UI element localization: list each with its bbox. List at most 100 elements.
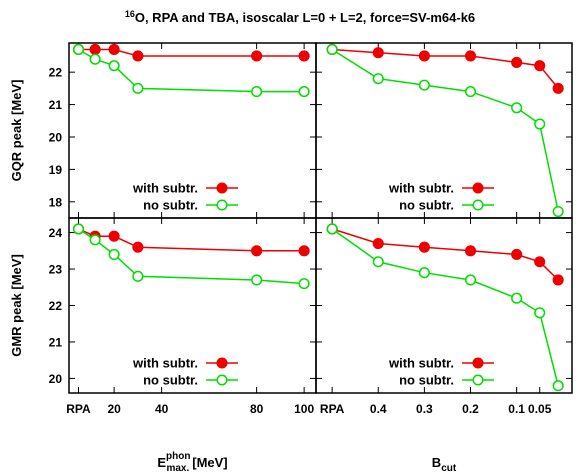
data-point-without (464, 86, 477, 98)
y-tick-label: 22 (49, 299, 63, 313)
data-point-with (108, 43, 120, 56)
data-point-without (552, 205, 564, 218)
x-axis-label-unit: [MeV] (192, 455, 227, 470)
data-point-without (89, 234, 101, 246)
y-tick-label: 20 (49, 130, 63, 144)
y-tick-label: 24 (49, 226, 63, 240)
legend-marker-with (472, 182, 484, 194)
y-tick-label: 20 (49, 372, 63, 386)
chart-title: 16O, RPA and TBA, isoscalar L=0 + L=2, f… (125, 9, 475, 25)
x-axis-label: Ephon max. [MeV] (157, 451, 227, 474)
title-superscript: 16 (125, 9, 135, 19)
data-point-without (534, 307, 546, 319)
y-tick-label: 23 (49, 263, 63, 277)
data-point-with (511, 56, 523, 68)
x-tick-label: 0.3 (416, 402, 433, 416)
legend-marker-without (216, 199, 228, 211)
panel-top-right: with subtr. no subtr. (315, 42, 573, 219)
legend-label-with: with subtr. (388, 181, 454, 196)
x-tick-label: 80 (250, 402, 264, 416)
legend-label-without: no subtr. (399, 198, 454, 213)
x-axis-label-main: E (157, 455, 166, 470)
data-point-with (534, 256, 546, 268)
y-tick-label: 19 (49, 163, 63, 177)
y-tick-label: 22 (49, 66, 63, 80)
data-point-without (89, 53, 101, 65)
panel-bottom-right: RPA 0.4 0.3 0.2 0.1 0.05 with subtr. no subtr. B… (315, 217, 573, 474)
legend-label-without: no subtr. (143, 198, 198, 213)
data-point-with (89, 43, 101, 56)
x-axis-label: Bcut (432, 455, 457, 474)
data-point-with (464, 245, 477, 257)
legend-label-with: with subtr. (388, 356, 454, 371)
legend-marker-without (472, 199, 484, 211)
legend-label-without: no subtr. (143, 373, 198, 388)
data-point-without (108, 248, 120, 261)
x-tick-label: 0.05 (528, 402, 552, 416)
data-point-without (326, 43, 338, 56)
x-tick-label: 0.4 (370, 402, 387, 416)
data-point-with (251, 245, 263, 257)
x-axis-label-main: B (432, 455, 441, 470)
y-tick-label: 21 (49, 98, 63, 112)
x-tick-label: 100 (294, 402, 314, 416)
data-point-without (72, 223, 85, 235)
data-point-with (372, 237, 384, 250)
data-point-with (132, 241, 144, 253)
legend-marker-without (216, 374, 228, 386)
data-point-with (552, 82, 564, 94)
data-point-with (298, 50, 310, 62)
series-line-with (331, 228, 559, 281)
x-tick-label: RPA (320, 402, 345, 416)
data-point-without (511, 292, 523, 304)
data-point-with (511, 248, 523, 261)
data-point-with (108, 230, 120, 242)
panel-bottom-left: 20 21 22 23 24 RPA 20 40 80 100 GMR peak [MeV] with… (9, 217, 317, 474)
data-point-without (251, 86, 263, 98)
data-point-without (418, 79, 430, 91)
data-point-with (418, 50, 430, 62)
data-point-without (298, 278, 310, 290)
data-point-without (108, 60, 120, 72)
data-point-with (534, 60, 546, 72)
data-point-with (464, 50, 477, 62)
legend-marker-with (216, 182, 228, 194)
x-tick-label: 20 (107, 402, 121, 416)
x-axis-label-sub: cut (441, 463, 457, 474)
data-point-with (418, 241, 430, 253)
data-point-with (251, 50, 263, 62)
legend-marker-with (216, 357, 228, 369)
x-axis-label-sup: phon (166, 451, 190, 462)
legend-label-with: with subtr. (132, 356, 198, 371)
data-point-with (372, 47, 384, 59)
data-point-without (298, 86, 310, 98)
legend-marker-with (472, 357, 484, 369)
data-point-without (464, 274, 477, 286)
x-tick-label: 0.2 (462, 402, 479, 416)
data-point-without (251, 274, 263, 286)
y-axis-label: GMR peak [MeV] (9, 254, 24, 357)
legend-label-without: no subtr. (399, 373, 454, 388)
data-point-with (552, 274, 564, 286)
data-point-with (298, 245, 310, 257)
data-point-without (132, 82, 144, 94)
data-point-without (534, 118, 546, 130)
data-point-without (552, 380, 564, 392)
data-point-without (418, 267, 430, 279)
data-point-without (132, 270, 144, 282)
data-point-without (372, 256, 384, 268)
series-line-with (332, 48, 559, 89)
y-tick-label: 21 (49, 335, 63, 349)
data-point-without (72, 43, 85, 56)
title-text: O, RPA and TBA, isoscalar L=0 + L=2, for… (135, 10, 475, 25)
x-tick-label: 0.1 (508, 402, 525, 416)
data-point-without (511, 102, 523, 114)
x-axis-label-sub: max. (166, 463, 189, 474)
x-tick-label: RPA (66, 402, 91, 416)
x-tick-label: 40 (155, 402, 169, 416)
panel-top-left: 18 19 20 21 22 GQR peak [MeV] with subtr. no su… (9, 42, 317, 219)
y-tick-label: 18 (49, 195, 63, 209)
legend-marker-without (472, 374, 484, 386)
data-point-without (326, 223, 338, 235)
